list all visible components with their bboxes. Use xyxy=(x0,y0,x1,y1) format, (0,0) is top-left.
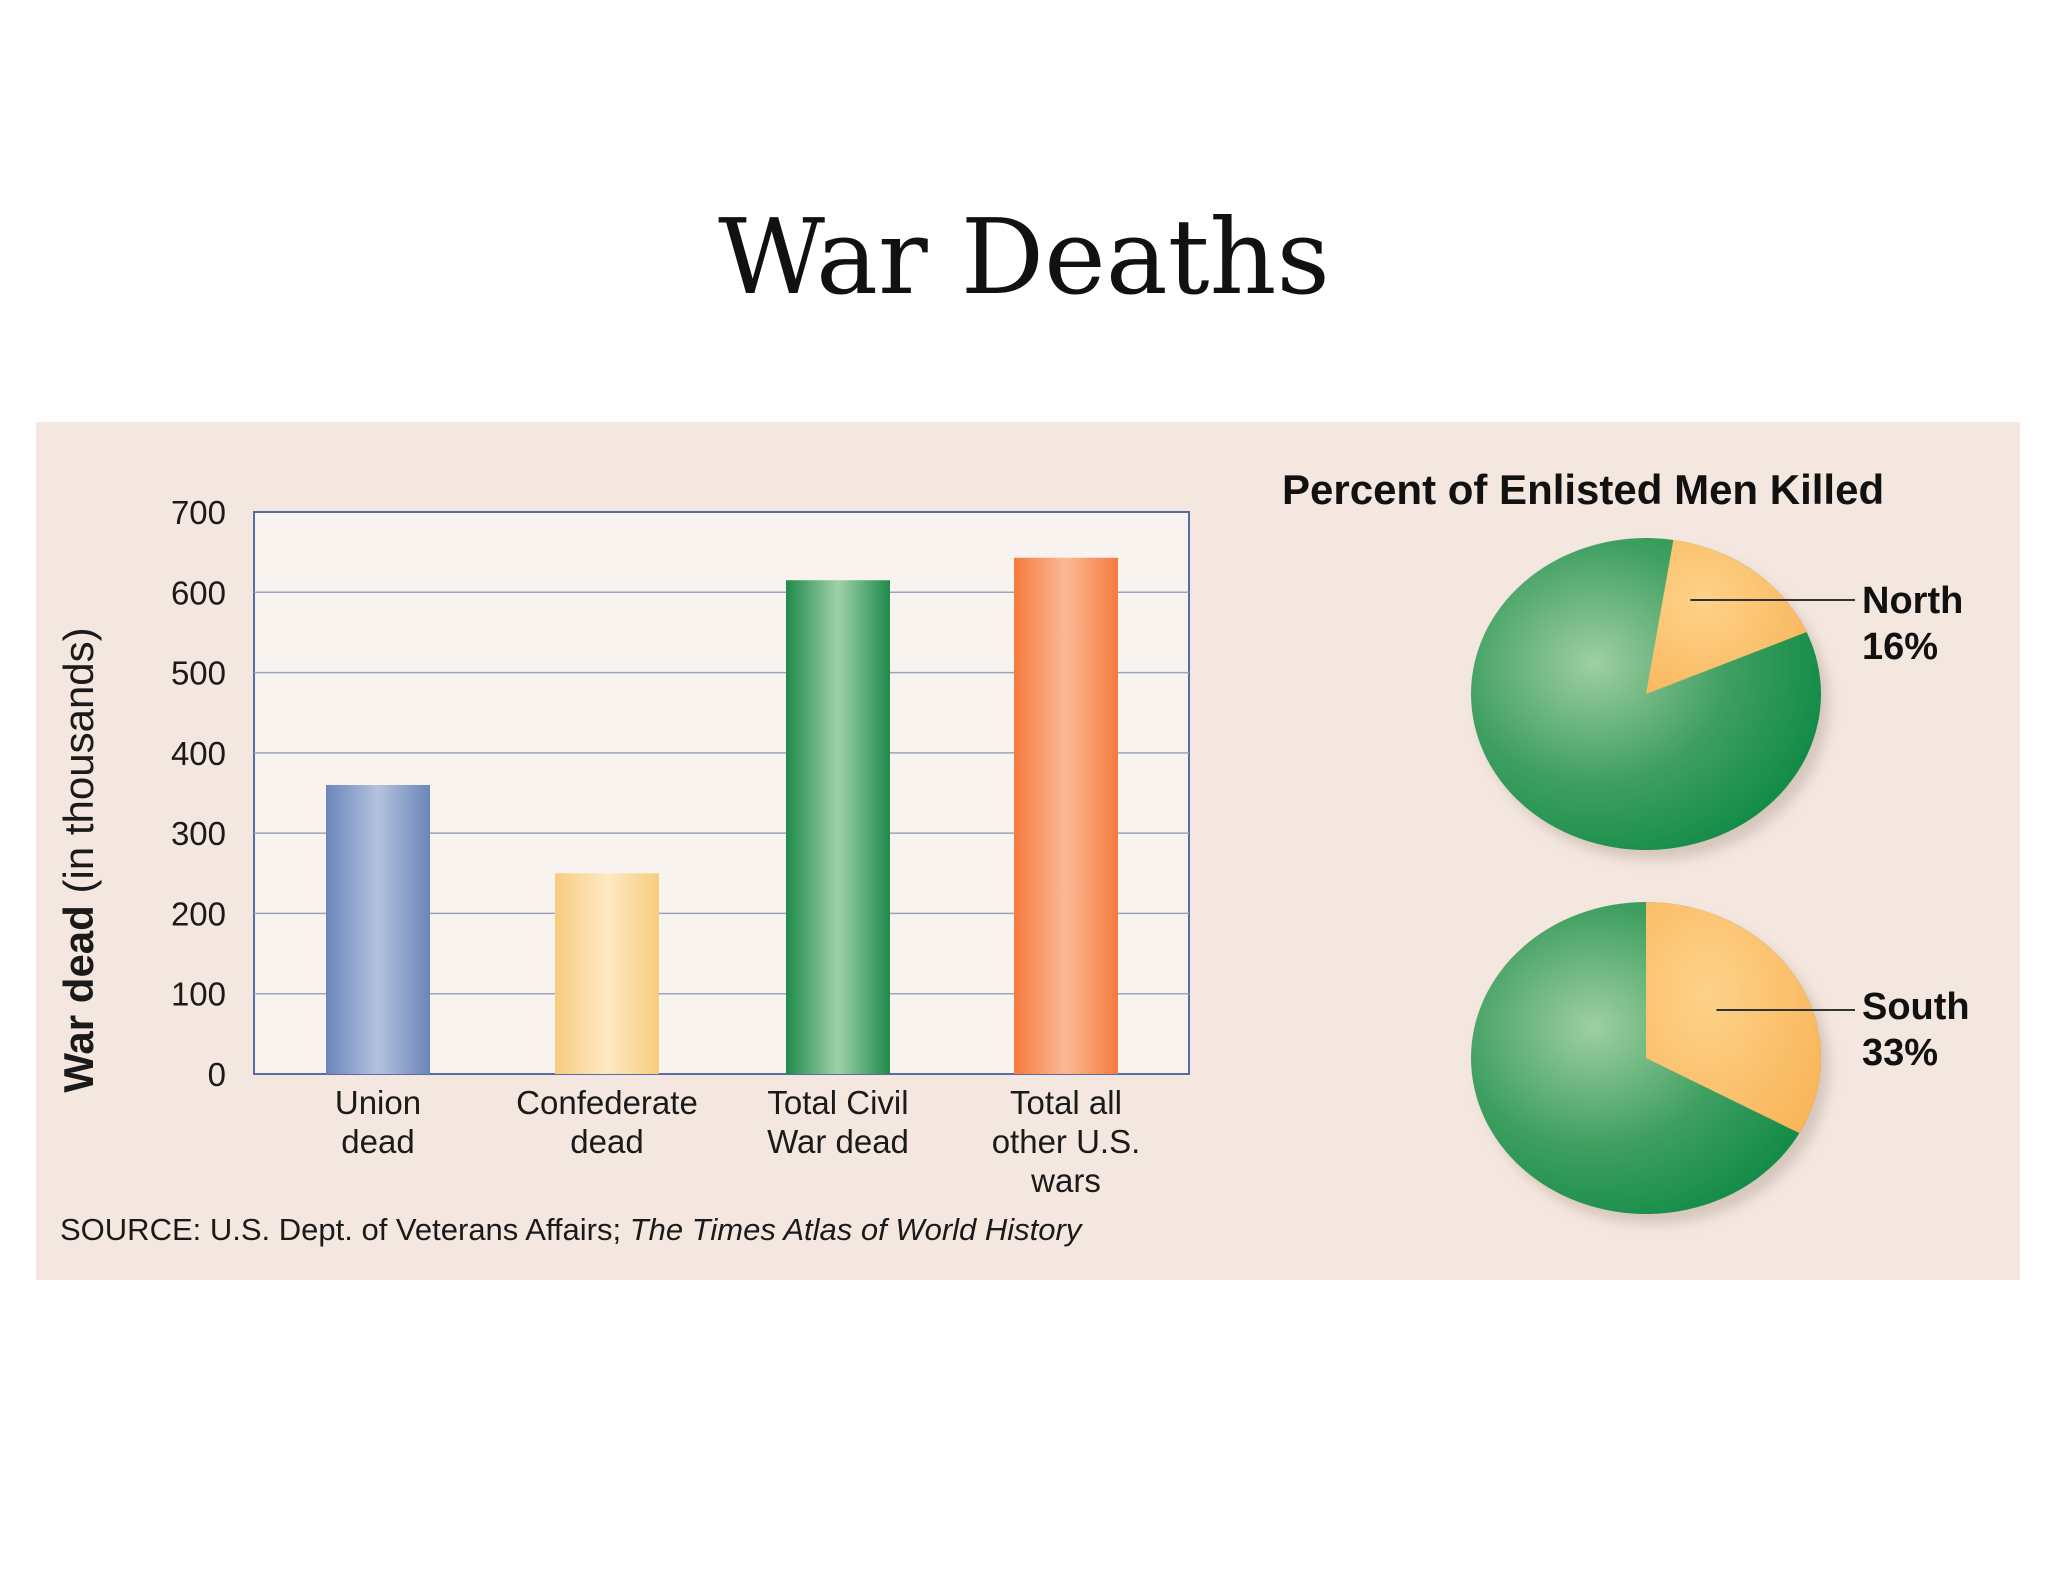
x-tick-label-line: Confederate xyxy=(516,1084,698,1121)
pie-label-value: 33% xyxy=(1862,1032,1939,1074)
x-tick-label-line: War dead xyxy=(767,1123,909,1160)
x-tick-label-line: dead xyxy=(570,1123,644,1160)
x-tick-label-line: Union xyxy=(334,1084,422,1121)
source-note: SOURCE: U.S. Dept. of Veterans Affairs; … xyxy=(60,1212,1082,1247)
pie-label-value: 16% xyxy=(1862,626,1939,668)
x-tick-label: Total all other U.S. wars xyxy=(946,1083,1186,1200)
pie-label-south: South 33% xyxy=(1862,984,1970,1076)
y-tick-label: 200 xyxy=(171,895,226,932)
x-tick-label-line: wars xyxy=(1031,1162,1101,1199)
bar xyxy=(1014,557,1118,1074)
x-tick-label-line: Total Civil xyxy=(767,1084,909,1121)
x-tick-label-line: dead xyxy=(341,1123,415,1160)
bar xyxy=(555,873,659,1074)
pies xyxy=(1471,538,1855,1224)
x-tick-label: Total Civil War dead xyxy=(718,1083,958,1161)
x-tick-label-line: Total all xyxy=(1010,1084,1122,1121)
pie-label-name: North xyxy=(1862,580,1964,622)
x-tick-label: Union dead xyxy=(258,1083,498,1161)
y-tick-label: 300 xyxy=(171,815,226,852)
pie-chart-title: Percent of Enlisted Men Killed xyxy=(1282,466,1885,513)
y-tick-label: 600 xyxy=(171,574,226,611)
bar xyxy=(326,784,430,1074)
y-tick-label: 0 xyxy=(208,1056,226,1093)
bar xyxy=(786,580,890,1074)
y-tick-labels: 0 100 200 300 400 500 600 700 xyxy=(171,494,226,1093)
y-tick-label: 500 xyxy=(171,655,226,692)
pie-label-name: South xyxy=(1862,986,1970,1028)
pie-label-north: North 16% xyxy=(1862,578,1963,670)
y-tick-label: 100 xyxy=(171,976,226,1013)
bars xyxy=(326,557,1118,1074)
slide-title: War Deaths xyxy=(718,196,1330,318)
pie-slice-killed xyxy=(1646,539,1807,694)
pie-slice-killed xyxy=(1646,902,1821,1134)
y-tick-label: 700 xyxy=(171,494,226,531)
y-axis-label: War dead (in thousands) xyxy=(55,627,102,1093)
x-tick-label: Confederate dead xyxy=(487,1083,727,1161)
y-tick-label: 400 xyxy=(171,735,226,772)
x-tick-label-line: other U.S. xyxy=(991,1123,1141,1160)
